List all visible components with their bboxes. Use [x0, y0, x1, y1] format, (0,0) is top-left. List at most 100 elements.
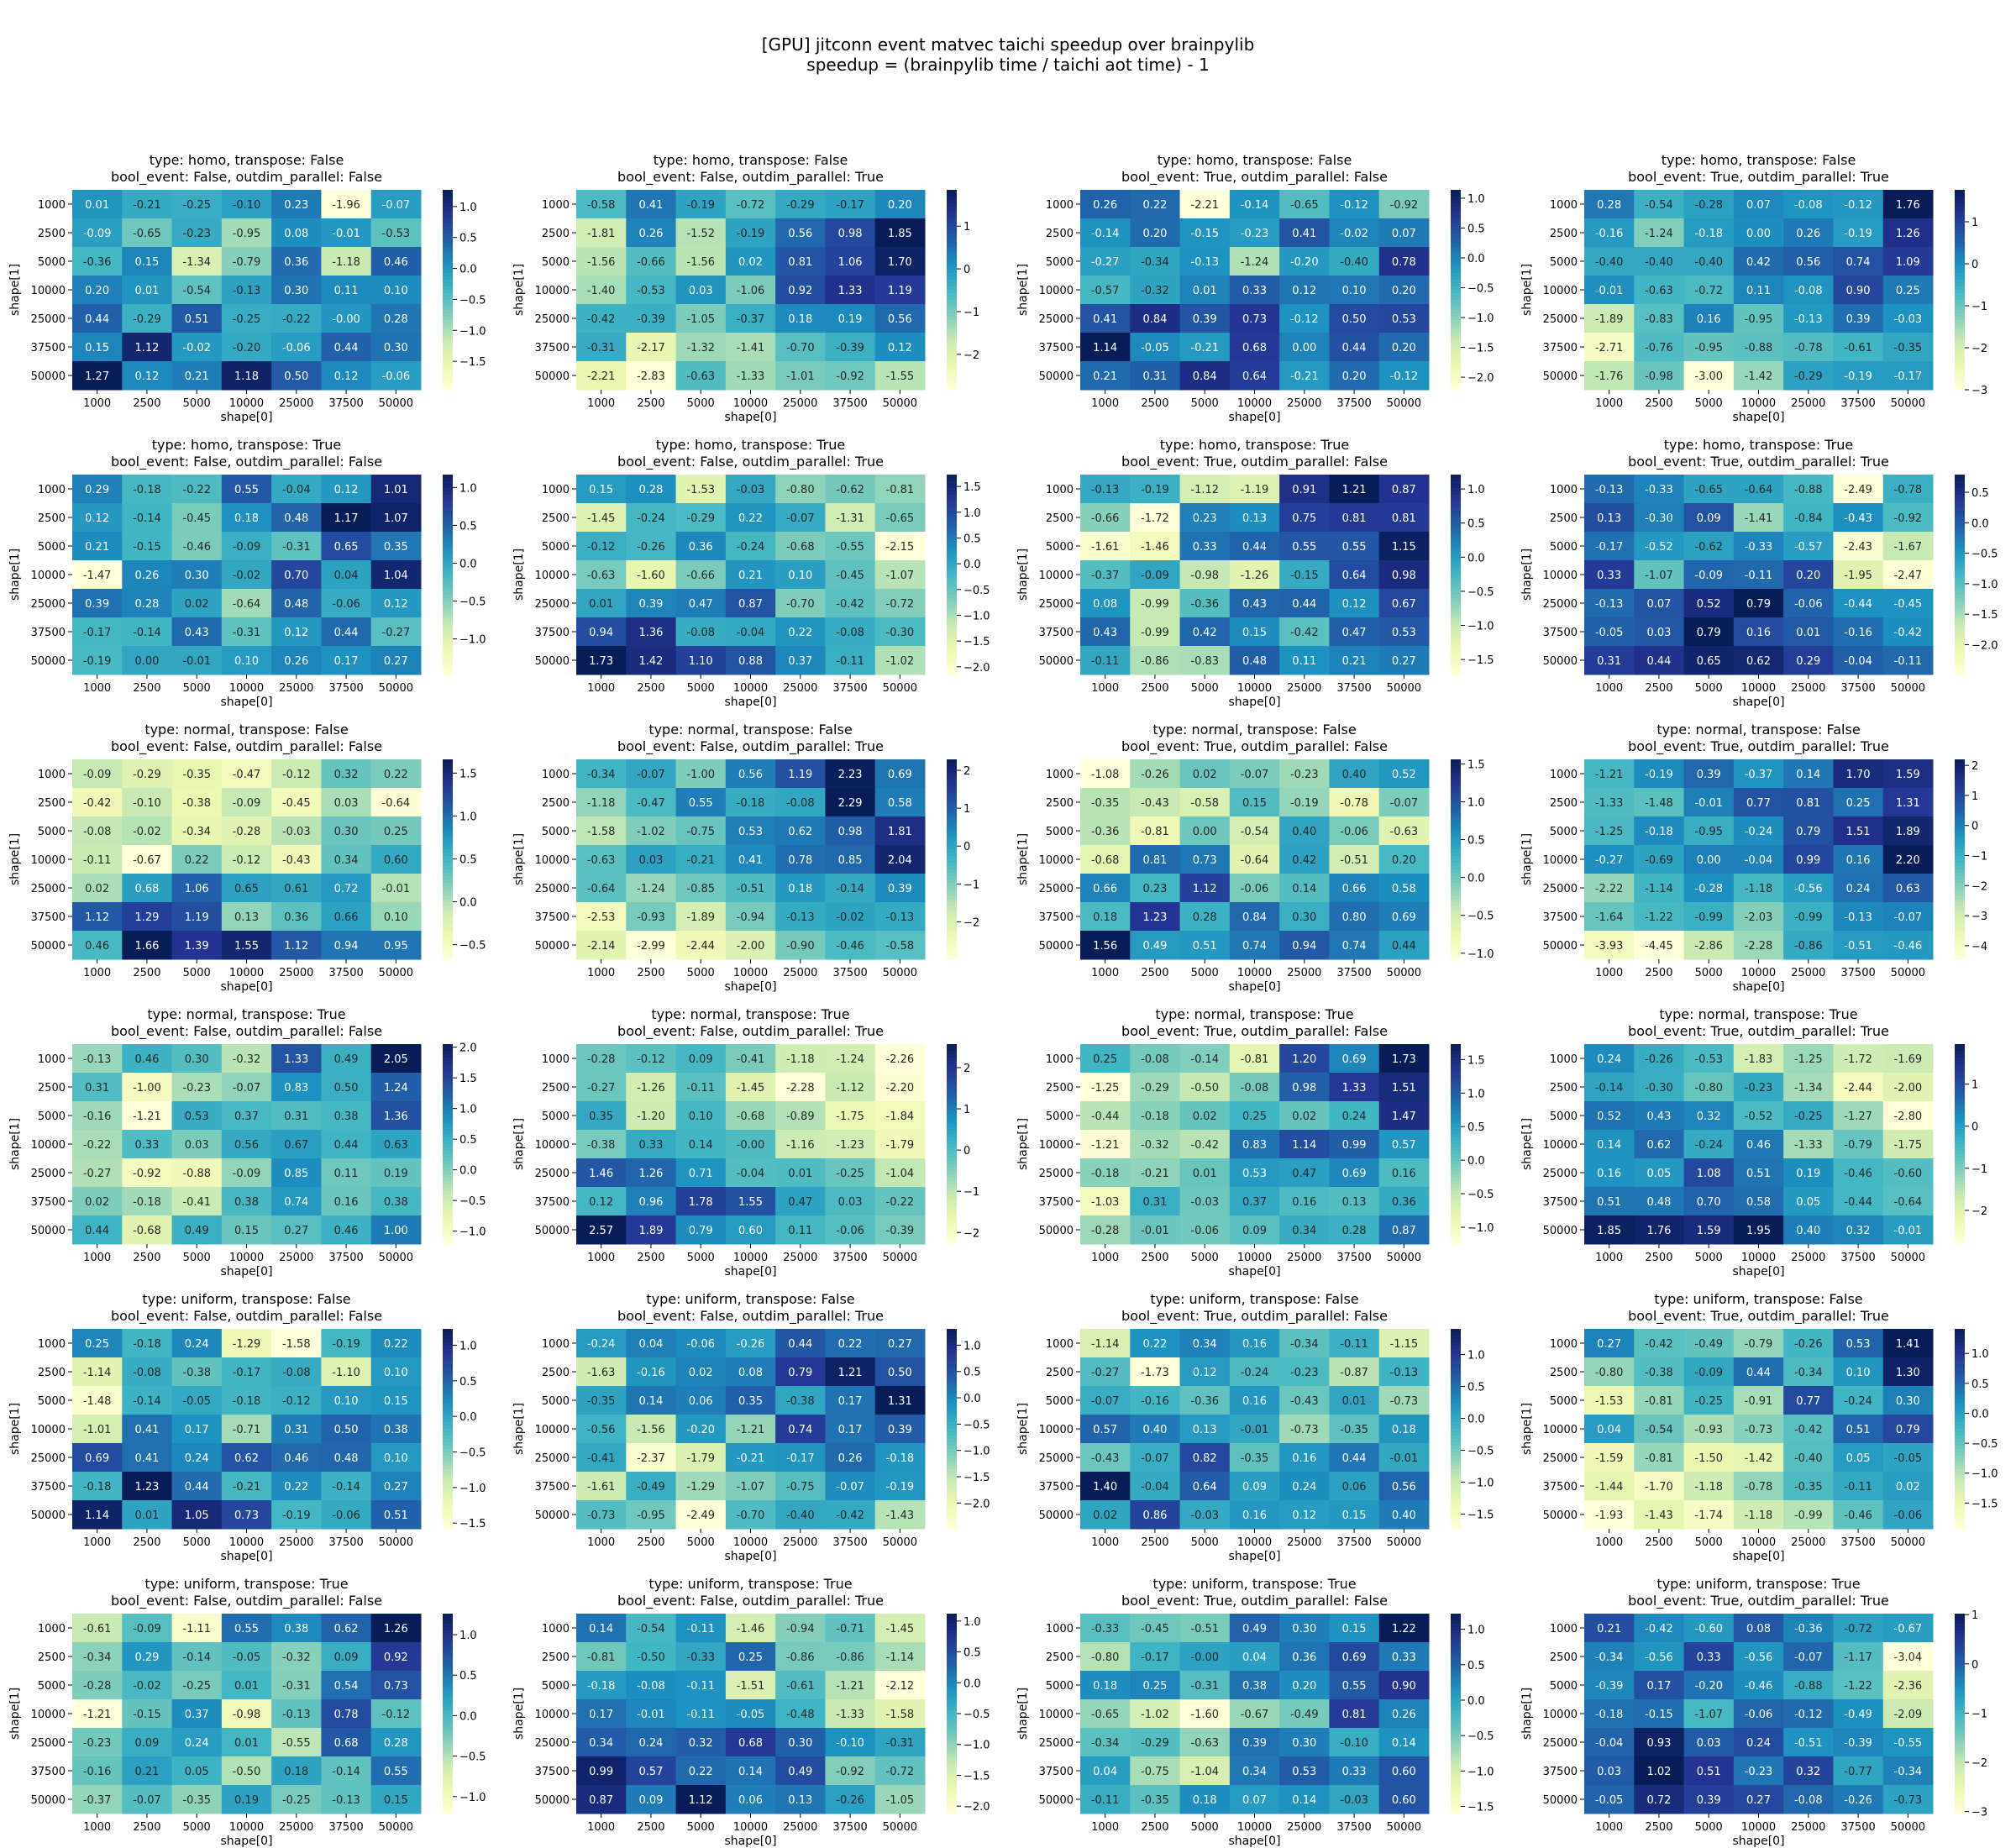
heatmap-cell — [321, 304, 372, 333]
colorbar-tick-label: −0.5 — [1467, 1730, 1494, 1743]
colorbar-segment — [1955, 1730, 1965, 1735]
colorbar-segment — [443, 1180, 453, 1185]
heatmap-cell — [321, 845, 372, 874]
y-tick-label: 37500 — [31, 342, 66, 354]
cell-value-label: 0.12 — [334, 484, 359, 496]
cell-value-label: 1.19 — [185, 911, 209, 924]
heatmap-cell — [1229, 902, 1280, 932]
colorbar-segment — [947, 1807, 957, 1811]
colorbar-segment — [1451, 1656, 1461, 1662]
y-tick-label: 1000 — [542, 1338, 570, 1351]
cell-value-label: 1.18 — [234, 370, 259, 383]
colorbar-segment — [1451, 1057, 1461, 1062]
cell-value-label: -0.42 — [1190, 1139, 1219, 1152]
heatmap-cell — [1229, 617, 1280, 647]
colorbar-tick-label: 1.0 — [963, 1616, 981, 1629]
heatmap-cell — [725, 532, 776, 561]
cell-value-label: 0.24 — [1292, 1481, 1316, 1494]
colorbar-segment — [1955, 1167, 1965, 1172]
heatmap-cell — [1279, 560, 1330, 590]
cell-value-label: 0.14 — [1597, 1139, 1621, 1152]
cell-value-label: -1.04 — [1190, 1766, 1219, 1778]
y-tick-label: 10000 — [1543, 1424, 1578, 1436]
heatmap-cell — [825, 902, 876, 932]
cell-value-label: -2.03 — [1745, 911, 1773, 924]
colorbar-segment — [947, 1063, 957, 1068]
colorbar-segment — [443, 843, 453, 847]
x-tick-label: 25000 — [279, 1252, 313, 1264]
cell-value-label: -1.73 — [1141, 1367, 1169, 1379]
colorbar-segment — [1451, 1144, 1461, 1148]
colorbar-segment — [443, 634, 453, 638]
cell-value-label: -0.41 — [587, 1452, 616, 1465]
cell-value-label: 0.21 — [85, 541, 109, 554]
cell-value-label: 0.40 — [1292, 826, 1316, 838]
cell-value-label: -0.65 — [1290, 199, 1319, 212]
panel-title: type: uniform, transpose: False — [142, 1291, 350, 1307]
cell-value-label: 0.86 — [1142, 1509, 1167, 1522]
x-tick-label: 1000 — [1595, 1821, 1623, 1834]
cell-value-label: -1.16 — [786, 1139, 815, 1152]
cell-value-label: 0.79 — [1896, 1424, 1920, 1436]
cell-value-label: -0.01 — [332, 228, 360, 240]
cell-value-label: -0.13 — [886, 911, 915, 924]
x-tick-label: 5000 — [1695, 1252, 1723, 1264]
x-tick-label: 5000 — [183, 397, 211, 410]
cell-value-label: 0.79 — [1697, 627, 1721, 639]
colorbar-segment — [1451, 1372, 1461, 1377]
cell-value-label: -0.19 — [282, 1509, 311, 1522]
cell-value-label: -0.29 — [1141, 1082, 1169, 1095]
cell-value-label: -0.34 — [182, 826, 211, 838]
cell-value-label: -1.23 — [836, 1139, 864, 1152]
cell-value-label: -0.63 — [1390, 826, 1419, 838]
cell-value-label: -0.11 — [83, 854, 112, 867]
cell-value-label: -2.28 — [786, 1082, 815, 1095]
colorbar-segment — [947, 349, 957, 354]
heatmap-cell — [1634, 276, 1685, 305]
cell-value-label: -2.37 — [637, 1452, 665, 1465]
cell-value-label: 0.10 — [384, 1367, 408, 1379]
cell-value-label: 0.91 — [1292, 484, 1316, 496]
colorbar-segment — [947, 1746, 957, 1751]
cell-value-label: -1.04 — [886, 1168, 915, 1180]
heatmap-cell — [1179, 532, 1231, 561]
colorbar-segment — [947, 953, 957, 957]
cell-value-label: -0.70 — [786, 598, 815, 611]
heatmap-cell — [626, 247, 677, 276]
colorbar-segment — [1955, 477, 1965, 482]
cell-value-label: -1.01 — [83, 1424, 112, 1436]
colorbar-segment — [443, 223, 453, 228]
colorbar-tick-label: −3 — [1971, 911, 1987, 923]
colorbar-segment — [443, 312, 453, 318]
colorbar-tick-label: 1.5 — [1467, 1054, 1485, 1067]
y-tick-label: 1000 — [38, 769, 66, 781]
heatmap-cell — [1080, 190, 1131, 219]
colorbar-segment — [947, 1482, 957, 1487]
colorbar-segment — [1451, 782, 1461, 787]
cell-value-label: -3.04 — [1894, 1651, 1923, 1664]
colorbar-segment — [947, 614, 957, 619]
panel-title: type: uniform, transpose: True — [648, 1576, 852, 1592]
colorbar-tick-label: 1 — [1971, 217, 1978, 229]
cell-value-label: -0.16 — [83, 1110, 112, 1123]
colorbar-segment — [443, 336, 453, 341]
cell-value-label: 1.70 — [1846, 769, 1871, 781]
colorbar-segment — [443, 1134, 453, 1138]
colorbar-segment — [1451, 1740, 1461, 1745]
colorbar-segment — [947, 1767, 957, 1772]
colorbar-segment — [443, 584, 453, 589]
cell-value-label: 1.06 — [185, 883, 209, 895]
x-tick-label: 25000 — [279, 397, 313, 410]
colorbar-segment — [1955, 1110, 1965, 1115]
colorbar-segment — [1451, 1673, 1461, 1677]
colorbar-segment — [1955, 661, 1965, 665]
cell-value-label: 0.73 — [1242, 313, 1267, 326]
colorbar-segment — [947, 216, 957, 221]
colorbar-segment — [1955, 1736, 1965, 1741]
heatmap-cell — [221, 902, 272, 932]
colorbar-segment — [1955, 480, 1965, 486]
cell-value-label: 1.00 — [384, 1225, 408, 1237]
colorbar-segment — [443, 1697, 453, 1701]
colorbar-segment — [1451, 1094, 1461, 1099]
cell-value-label: 0.65 — [334, 541, 359, 554]
